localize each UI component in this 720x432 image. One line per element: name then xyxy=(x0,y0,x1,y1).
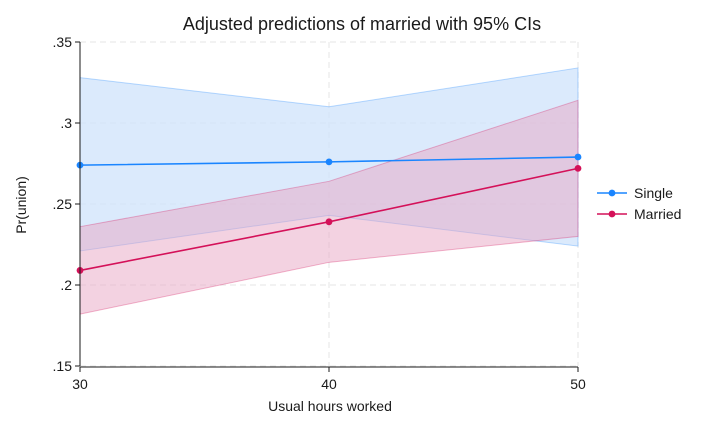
x-tick-label: 30 xyxy=(72,376,88,392)
legend-marker-married xyxy=(608,210,616,218)
legend-marker-single xyxy=(608,189,616,197)
chart-title: Adjusted predictions of married with 95%… xyxy=(183,14,541,34)
x-tick-label: 40 xyxy=(321,376,337,392)
data-point-single xyxy=(574,153,582,161)
y-tick-label: .3 xyxy=(60,115,72,131)
y-tick-label: .2 xyxy=(60,277,72,293)
x-axis-label: Usual hours worked xyxy=(268,398,392,414)
y-tick-label: .25 xyxy=(53,196,73,212)
data-point-married xyxy=(325,218,333,226)
y-axis-label: Pr(union) xyxy=(13,176,29,234)
y-tick-label: .35 xyxy=(53,34,73,50)
x-tick-label: 50 xyxy=(570,376,586,392)
data-point-single xyxy=(325,158,333,166)
legend: Single Married xyxy=(597,185,681,222)
legend-label-single: Single xyxy=(634,185,673,201)
legend-label-married: Married xyxy=(634,206,681,222)
data-point-married xyxy=(574,164,582,172)
y-tick-label: .15 xyxy=(53,358,73,374)
plot-area: .15 .2 .25 .3 .35 30 40 50 xyxy=(53,34,586,392)
